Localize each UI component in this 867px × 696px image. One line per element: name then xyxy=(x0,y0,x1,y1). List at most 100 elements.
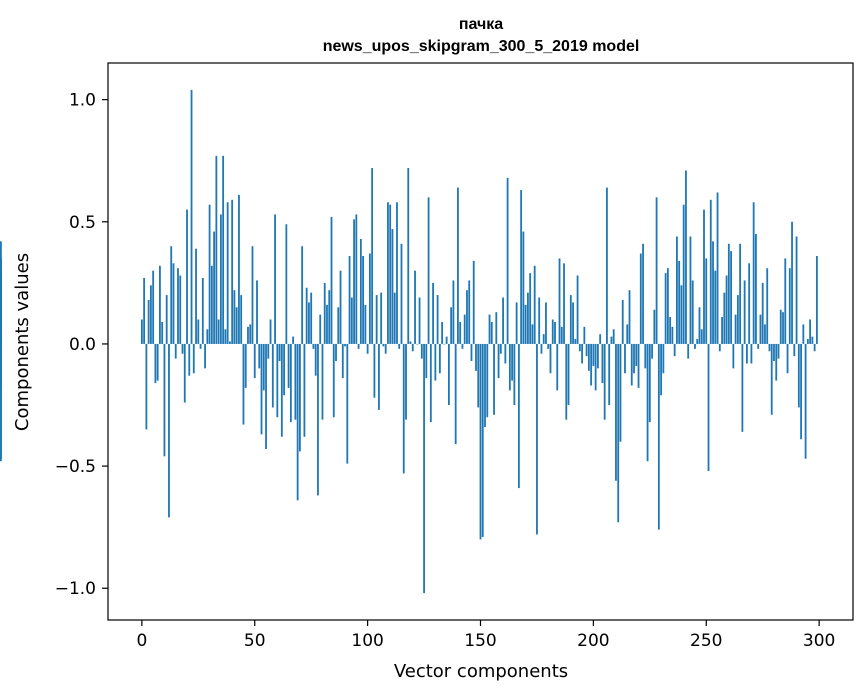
bar-148 xyxy=(475,343,477,371)
bar-129 xyxy=(432,282,434,344)
bar-153 xyxy=(486,343,489,418)
bar-218 xyxy=(633,343,635,374)
bar-63 xyxy=(283,343,285,396)
bar-119 xyxy=(409,341,412,344)
bar-200 xyxy=(592,343,595,366)
bar-20 xyxy=(186,209,188,344)
bar-236 xyxy=(673,343,676,357)
bar-230 xyxy=(660,343,663,396)
bar-285 xyxy=(784,258,787,344)
bar-322 xyxy=(0,343,2,349)
bar-4 xyxy=(149,285,152,344)
bar-211 xyxy=(617,343,620,523)
bar-67 xyxy=(292,336,295,344)
bar-160 xyxy=(502,297,504,344)
bar-104 xyxy=(375,295,378,344)
bar-40 xyxy=(231,199,234,344)
bar-135 xyxy=(445,336,448,344)
bar-240 xyxy=(682,204,685,344)
bar-244 xyxy=(691,280,694,344)
bar-10 xyxy=(163,343,166,457)
bar-166 xyxy=(515,302,518,344)
bar-229 xyxy=(657,343,660,530)
bar-87 xyxy=(337,307,340,344)
bar-72 xyxy=(303,343,306,437)
bar-156 xyxy=(493,343,495,415)
bar-62 xyxy=(280,343,283,437)
bar-191 xyxy=(572,302,574,344)
bar-264 xyxy=(736,295,739,344)
bar-234 xyxy=(669,317,672,344)
bar-203 xyxy=(599,334,602,344)
bar-116 xyxy=(402,343,405,474)
bar-284 xyxy=(782,312,784,344)
bar-11 xyxy=(165,295,168,344)
bar-280 xyxy=(773,343,775,362)
bar-123 xyxy=(418,297,421,344)
bar-278 xyxy=(768,343,771,352)
bar-252 xyxy=(709,199,712,344)
bar-17 xyxy=(179,275,182,344)
bar-59 xyxy=(274,214,276,344)
bar-93 xyxy=(350,297,353,344)
bar-105 xyxy=(378,343,380,410)
bar-183 xyxy=(554,321,556,344)
bar-42 xyxy=(235,307,238,344)
bar-288 xyxy=(791,221,793,344)
bar-1 xyxy=(143,277,146,344)
bar-197 xyxy=(585,343,588,357)
bar-192 xyxy=(574,339,577,344)
y-axis-label: Components values xyxy=(12,253,33,431)
bar-61 xyxy=(278,343,281,362)
x-tick-label: 200 xyxy=(577,631,609,651)
bar-269 xyxy=(748,263,751,344)
bar-57 xyxy=(269,319,272,344)
bar-68 xyxy=(294,343,297,420)
bar-204 xyxy=(601,343,604,384)
bar-64 xyxy=(285,224,288,344)
bar-152 xyxy=(484,343,486,427)
bar-111 xyxy=(391,229,394,344)
bar-14 xyxy=(172,263,175,344)
bar-13 xyxy=(170,246,173,344)
bar-207 xyxy=(608,343,611,406)
bar-276 xyxy=(764,324,766,344)
bar-70 xyxy=(298,343,301,452)
bar-162 xyxy=(506,177,509,344)
bar-206 xyxy=(606,187,608,344)
bar-150 xyxy=(479,343,482,540)
bar-24 xyxy=(195,248,197,344)
bar-134 xyxy=(443,343,446,345)
bar-233 xyxy=(666,268,669,344)
bar-198 xyxy=(587,343,590,371)
bar-99 xyxy=(364,304,367,344)
bar-172 xyxy=(529,273,532,344)
bar-212 xyxy=(619,343,622,442)
bar-220 xyxy=(637,343,640,388)
bar-209 xyxy=(612,329,615,344)
bar-120 xyxy=(411,343,414,352)
bar-290 xyxy=(795,236,798,344)
bar-175 xyxy=(536,343,538,535)
bar-7 xyxy=(156,343,159,381)
bar-18 xyxy=(181,343,184,354)
bar-232 xyxy=(664,273,667,344)
bar-76 xyxy=(312,343,315,349)
bar-58 xyxy=(271,343,274,408)
bar-271 xyxy=(752,202,755,344)
bar-179 xyxy=(545,302,547,344)
bar-132 xyxy=(438,343,441,374)
bar-263 xyxy=(734,314,737,344)
bar-155 xyxy=(490,321,493,344)
bar-247 xyxy=(698,307,701,344)
bar-168 xyxy=(520,190,523,344)
bar-286 xyxy=(786,343,789,374)
x-tick-label: 150 xyxy=(464,631,496,651)
bar-174 xyxy=(533,265,536,344)
bar-37 xyxy=(224,329,227,344)
bar-81 xyxy=(323,282,326,344)
bar-39 xyxy=(229,341,231,344)
bar-52 xyxy=(258,343,261,369)
bar-45 xyxy=(242,343,245,425)
